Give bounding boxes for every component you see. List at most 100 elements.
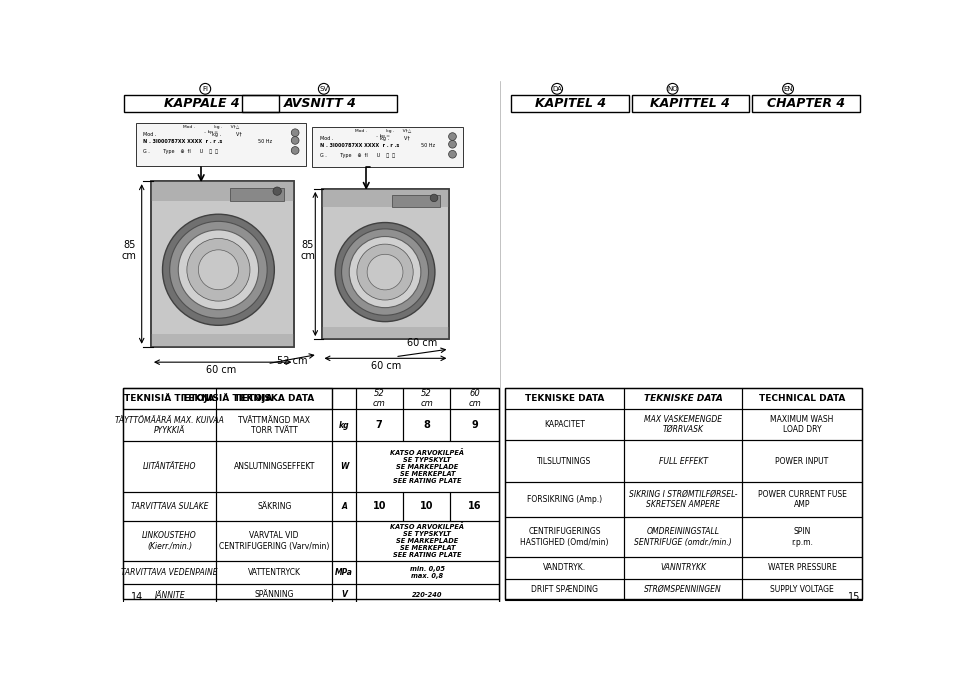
Bar bbox=[216, 491, 332, 521]
Bar bbox=[216, 441, 332, 491]
Bar bbox=[624, 482, 742, 517]
Bar bbox=[742, 409, 862, 440]
Bar bbox=[123, 584, 216, 606]
Text: V: V bbox=[341, 590, 347, 599]
Bar bbox=[151, 333, 295, 347]
Text: 52 cm: 52 cm bbox=[276, 356, 307, 366]
Text: SV: SV bbox=[320, 86, 328, 92]
Circle shape bbox=[349, 237, 420, 308]
Text: KAPITEL 4: KAPITEL 4 bbox=[535, 97, 606, 110]
Text: VANDTRYK.: VANDTRYK. bbox=[543, 563, 586, 573]
Circle shape bbox=[187, 239, 250, 301]
Bar bbox=[123, 521, 216, 561]
Text: CENTRIFUGERINGS
HASTIGHED (Omd/min): CENTRIFUGERINGS HASTIGHED (Omd/min) bbox=[520, 527, 609, 547]
Text: TECHNICAL DATA: TECHNICAL DATA bbox=[758, 394, 845, 403]
Text: 8: 8 bbox=[423, 420, 430, 431]
Bar bbox=[742, 482, 862, 517]
Text: N . 3l000787XX XXXX  r . r .s: N . 3l000787XX XXXX r . r .s bbox=[143, 139, 223, 145]
Bar bbox=[392, 195, 441, 207]
Bar bbox=[322, 189, 449, 339]
Text: TARVITTAVA VEDENPAINE: TARVITTAVA VEDENPAINE bbox=[121, 568, 218, 577]
Bar bbox=[624, 409, 742, 440]
Bar bbox=[123, 561, 216, 584]
Text: TÄYTTÖMÄÄRÄ MAX. KUIVAA
PYYKKIÄ: TÄYTTÖMÄÄRÄ MAX. KUIVAA PYYKKIÄ bbox=[115, 416, 224, 435]
Text: 50 Hz: 50 Hz bbox=[258, 139, 273, 145]
Text: MAX VASKEMENGDE
TØRRVASK: MAX VASKEMENGDE TØRRVASK bbox=[644, 415, 722, 434]
Bar bbox=[124, 95, 278, 112]
Text: STRØMSPENNINGEN: STRØMSPENNINGEN bbox=[644, 585, 722, 594]
Text: 60 cm: 60 cm bbox=[205, 365, 236, 375]
Bar bbox=[505, 557, 624, 579]
Text: SIKRING I STRØMTILFØRSEL-
SKRETSEN AMPERE: SIKRING I STRØMTILFØRSEL- SKRETSEN AMPER… bbox=[629, 490, 737, 509]
Text: 16: 16 bbox=[468, 501, 481, 511]
Circle shape bbox=[179, 230, 258, 310]
Text: N . 3l000787XX XXXX  r . r .s: N . 3l000787XX XXXX r . r .s bbox=[320, 143, 399, 148]
Bar bbox=[216, 561, 332, 584]
Bar bbox=[123, 441, 216, 491]
Bar bbox=[332, 441, 355, 491]
Text: CHAPTER 4: CHAPTER 4 bbox=[767, 97, 845, 110]
Text: 10: 10 bbox=[372, 501, 386, 511]
Text: VARVTAL VID
CENTRIFUGERING (Varv/min): VARVTAL VID CENTRIFUGERING (Varv/min) bbox=[219, 531, 329, 550]
Text: VANNTRYKK: VANNTRYKK bbox=[660, 563, 706, 573]
Bar bbox=[322, 189, 449, 339]
Circle shape bbox=[367, 254, 403, 290]
Bar bbox=[355, 561, 499, 584]
Text: 14: 14 bbox=[131, 592, 143, 602]
Circle shape bbox=[448, 132, 456, 141]
Text: WATER PRESSURE: WATER PRESSURE bbox=[768, 563, 836, 573]
Bar bbox=[505, 387, 624, 409]
Bar bbox=[216, 387, 332, 409]
Text: TEKNISKA DATA: TEKNISKA DATA bbox=[234, 394, 314, 403]
Circle shape bbox=[273, 187, 281, 195]
Bar bbox=[332, 387, 355, 409]
Circle shape bbox=[162, 214, 275, 325]
Bar bbox=[123, 491, 216, 521]
Text: 7: 7 bbox=[376, 420, 383, 431]
Text: 85
cm: 85 cm bbox=[300, 240, 315, 262]
Bar bbox=[243, 95, 397, 112]
Bar bbox=[624, 557, 742, 579]
Text: 50 Hz: 50 Hz bbox=[421, 143, 435, 148]
Text: POWER INPUT: POWER INPUT bbox=[776, 456, 828, 466]
Bar bbox=[355, 584, 499, 606]
Bar bbox=[450, 409, 499, 441]
Text: TEKNISIÄ TIETOJA: TEKNISIÄ TIETOJA bbox=[182, 393, 273, 404]
Text: A: A bbox=[341, 502, 347, 510]
Text: G .         Type    ⊕  fl      U    ⓓ  ⓘ: G . Type ⊕ fl U ⓓ ⓘ bbox=[143, 149, 218, 153]
Text: AVSNITT 4: AVSNITT 4 bbox=[283, 97, 356, 110]
Bar bbox=[742, 557, 862, 579]
Text: DA: DA bbox=[552, 86, 562, 92]
Text: OMDREININGSTALL
SENTRIFUGE (omdr./min.): OMDREININGSTALL SENTRIFUGE (omdr./min.) bbox=[635, 527, 732, 547]
Text: Mod .: Mod . bbox=[143, 132, 156, 137]
Bar bbox=[752, 95, 860, 112]
Text: 220-240: 220-240 bbox=[412, 592, 443, 598]
Text: 52
cm: 52 cm bbox=[372, 389, 386, 408]
Bar bbox=[505, 579, 624, 600]
Text: SPIN
r.p.m.: SPIN r.p.m. bbox=[791, 527, 813, 547]
Bar bbox=[355, 387, 403, 409]
Bar bbox=[135, 124, 306, 166]
Bar bbox=[355, 521, 499, 561]
Bar bbox=[403, 491, 450, 521]
Bar bbox=[332, 491, 355, 521]
Bar bbox=[229, 188, 284, 201]
Text: 85
cm: 85 cm bbox=[122, 240, 136, 262]
Bar bbox=[332, 521, 355, 561]
Bar bbox=[151, 181, 295, 201]
Bar bbox=[151, 181, 295, 347]
Text: TVÄTTMÄNGD MAX
TORR TVÄTT: TVÄTTMÄNGD MAX TORR TVÄTT bbox=[238, 416, 310, 435]
Text: KAPPALE 4: KAPPALE 4 bbox=[163, 97, 239, 110]
Text: LIITÄNTÄTEHO: LIITÄNTÄTEHO bbox=[143, 462, 197, 471]
Bar bbox=[505, 409, 624, 440]
Bar bbox=[742, 387, 862, 409]
Bar bbox=[355, 409, 403, 441]
Text: JÄNNITE: JÄNNITE bbox=[155, 589, 185, 600]
Bar bbox=[123, 387, 332, 409]
Text: Mod .              kg .      V†△
– kp =: Mod . kg . V†△ – kp = bbox=[354, 129, 411, 138]
Bar bbox=[123, 409, 216, 441]
Text: SPÄNNING: SPÄNNING bbox=[254, 590, 294, 599]
Text: W: W bbox=[340, 462, 348, 471]
Text: kg .          V†: kg . V† bbox=[212, 132, 242, 137]
Bar bbox=[123, 387, 332, 409]
